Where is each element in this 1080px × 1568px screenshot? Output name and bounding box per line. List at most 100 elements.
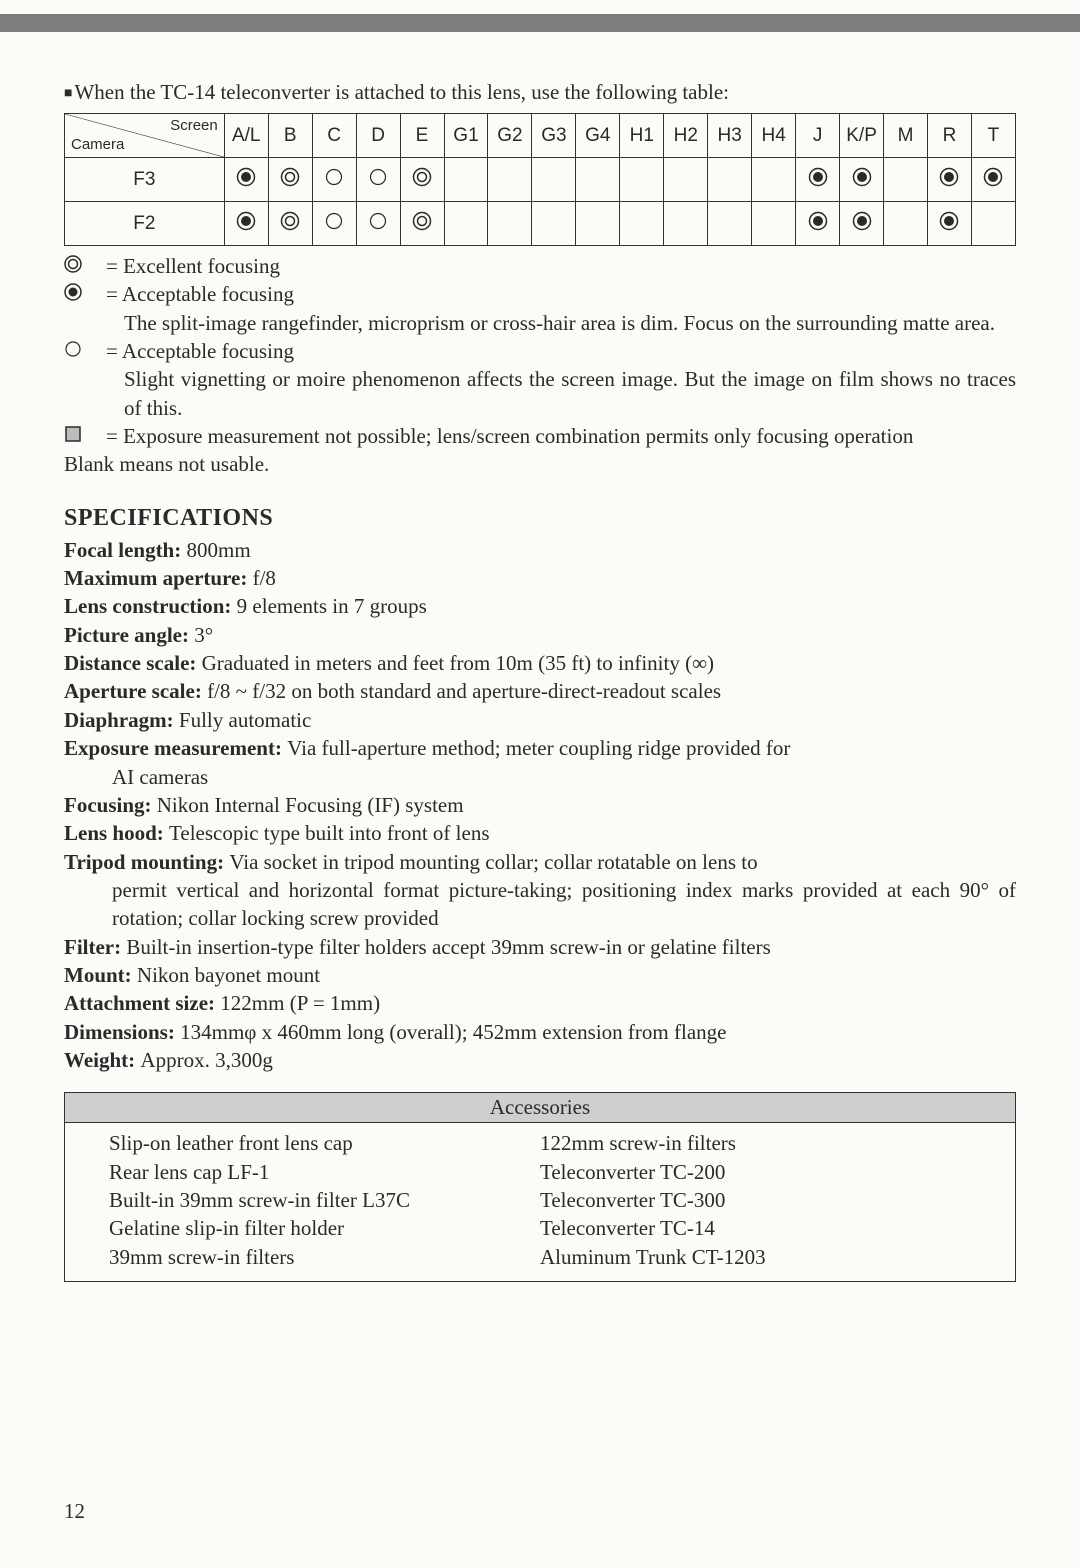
compat-symbol-icon	[236, 167, 256, 193]
spec-label: Focusing:	[64, 793, 157, 817]
open-circle-icon	[64, 337, 106, 365]
compat-col-header: G3	[532, 114, 576, 158]
compat-cell	[971, 202, 1015, 246]
spec-item: Lens construction: 9 elements in 7 group…	[64, 592, 1016, 620]
legend-exposure: = Exposure measurement not possible; len…	[64, 422, 1016, 450]
legend-acceptable1-body: The split-image rangefinder, microprism …	[124, 309, 1016, 337]
compat-cell	[532, 202, 576, 246]
legend-exposure-text: = Exposure measurement not possible; len…	[106, 422, 1016, 450]
compat-cell	[268, 158, 312, 202]
compat-cell	[576, 202, 620, 246]
double-circle-icon	[64, 252, 106, 280]
compat-cell	[312, 202, 356, 246]
compat-col-header: H2	[664, 114, 708, 158]
compatibility-table: Camera Screen A/LBCDEG1G2G3G4H1H2H3H4JK/…	[64, 113, 1016, 246]
compat-symbol-icon	[280, 167, 300, 193]
compat-row-label: F2	[65, 202, 225, 246]
compat-col-header: H3	[708, 114, 752, 158]
spec-value: Approx. 3,300g	[140, 1048, 272, 1072]
compat-cell	[400, 158, 444, 202]
spec-value: Fully automatic	[179, 708, 311, 732]
compat-cell	[620, 158, 664, 202]
compat-cell	[224, 202, 268, 246]
diag-label-camera: Camera	[71, 136, 124, 153]
spec-value: 122mm (P = 1mm)	[220, 991, 380, 1015]
accessory-item: Teleconverter TC-200	[540, 1158, 971, 1186]
compat-col-header: H1	[620, 114, 664, 158]
spec-value: Nikon bayonet mount	[137, 963, 320, 987]
legend-blank: Blank means not usable.	[64, 450, 1016, 478]
accessories-left-col: Slip-on leather front lens capRear lens …	[109, 1129, 540, 1271]
spec-item: Dimensions: 134mmφ x 460mm long (overall…	[64, 1018, 1016, 1046]
intro-text: When the TC-14 teleconverter is attached…	[74, 80, 729, 104]
spec-item: Diaphragm: Fully automatic	[64, 706, 1016, 734]
compat-cell	[400, 202, 444, 246]
compat-col-header: E	[400, 114, 444, 158]
spec-label: Focal length:	[64, 538, 186, 562]
compat-diag-header: Camera Screen	[65, 114, 225, 158]
compat-cell	[356, 202, 400, 246]
compat-cell	[971, 158, 1015, 202]
legend-acceptable-vignette: = Acceptable focusing	[64, 337, 1016, 365]
compat-cell	[752, 158, 796, 202]
spec-value: 3°	[194, 623, 213, 647]
diag-label-screen: Screen	[170, 117, 218, 134]
compat-row-label: F3	[65, 158, 225, 202]
compat-cell	[840, 158, 884, 202]
spec-value: 134mmφ x 460mm long (overall); 452mm ext…	[180, 1020, 726, 1044]
accessories-title: Accessories	[65, 1093, 1016, 1123]
compat-col-header: D	[356, 114, 400, 158]
legend-acceptable2-body: Slight vignetting or moire phenomenon af…	[124, 365, 1016, 422]
spec-item: Mount: Nikon bayonet mount	[64, 961, 1016, 989]
compat-cell	[312, 158, 356, 202]
compat-symbol-icon	[852, 167, 872, 193]
compat-cell	[532, 158, 576, 202]
accessory-item: Gelatine slip-in filter holder	[109, 1214, 540, 1242]
spec-item: Aperture scale: f/8 ~ f/32 on both stand…	[64, 677, 1016, 705]
compat-symbol-icon	[280, 211, 300, 237]
spec-label: Dimensions:	[64, 1020, 180, 1044]
compat-col-header: G2	[488, 114, 532, 158]
compat-symbol-icon	[983, 167, 1003, 193]
compat-col-header: A/L	[224, 114, 268, 158]
spec-item: Weight: Approx. 3,300g	[64, 1046, 1016, 1074]
compat-cell	[796, 202, 840, 246]
compat-col-header: G1	[444, 114, 488, 158]
compat-cell	[796, 158, 840, 202]
spec-value: Telescopic type built into front of lens	[169, 821, 489, 845]
spec-value: f/8	[253, 566, 276, 590]
legend-block: = Excellent focusing = Acceptable focusi…	[64, 252, 1016, 479]
compat-cell	[444, 158, 488, 202]
compat-cell	[927, 158, 971, 202]
specs-list: Focal length: 800mmMaximum aperture: f/8…	[64, 536, 1016, 1075]
spec-continuation: AI cameras	[112, 763, 1016, 791]
top-border-bar	[0, 14, 1080, 32]
accessory-item: Teleconverter TC-300	[540, 1186, 971, 1214]
compat-symbol-icon	[412, 211, 432, 237]
compat-symbol-icon	[939, 167, 959, 193]
spec-value: Built-in insertion-type filter holders a…	[126, 935, 770, 959]
legend-excellent-text: = Excellent focusing	[106, 252, 1016, 280]
compat-cell	[664, 202, 708, 246]
compat-col-header: J	[796, 114, 840, 158]
spec-label: Picture angle:	[64, 623, 194, 647]
accessory-item: Aluminum Trunk CT-1203	[540, 1243, 971, 1271]
compat-cell	[576, 158, 620, 202]
spec-item: Exposure measurement: Via full-aperture …	[64, 734, 1016, 762]
specs-heading: SPECIFICATIONS	[64, 505, 1016, 532]
compat-col-header: M	[884, 114, 928, 158]
compat-cell	[664, 158, 708, 202]
spec-item: Tripod mounting: Via socket in tripod mo…	[64, 848, 1016, 876]
filled-circle-icon	[64, 280, 106, 308]
accessory-item: Teleconverter TC-14	[540, 1214, 971, 1242]
spec-label: Lens hood:	[64, 821, 169, 845]
spec-label: Diaphragm:	[64, 708, 179, 732]
spec-label: Aperture scale:	[64, 679, 207, 703]
compat-cell	[620, 202, 664, 246]
spec-label: Distance scale:	[64, 651, 202, 675]
compat-cell	[884, 202, 928, 246]
spec-item: Maximum aperture: f/8	[64, 564, 1016, 592]
compat-symbol-icon	[324, 211, 344, 237]
compat-cell	[884, 158, 928, 202]
compat-cell	[927, 202, 971, 246]
